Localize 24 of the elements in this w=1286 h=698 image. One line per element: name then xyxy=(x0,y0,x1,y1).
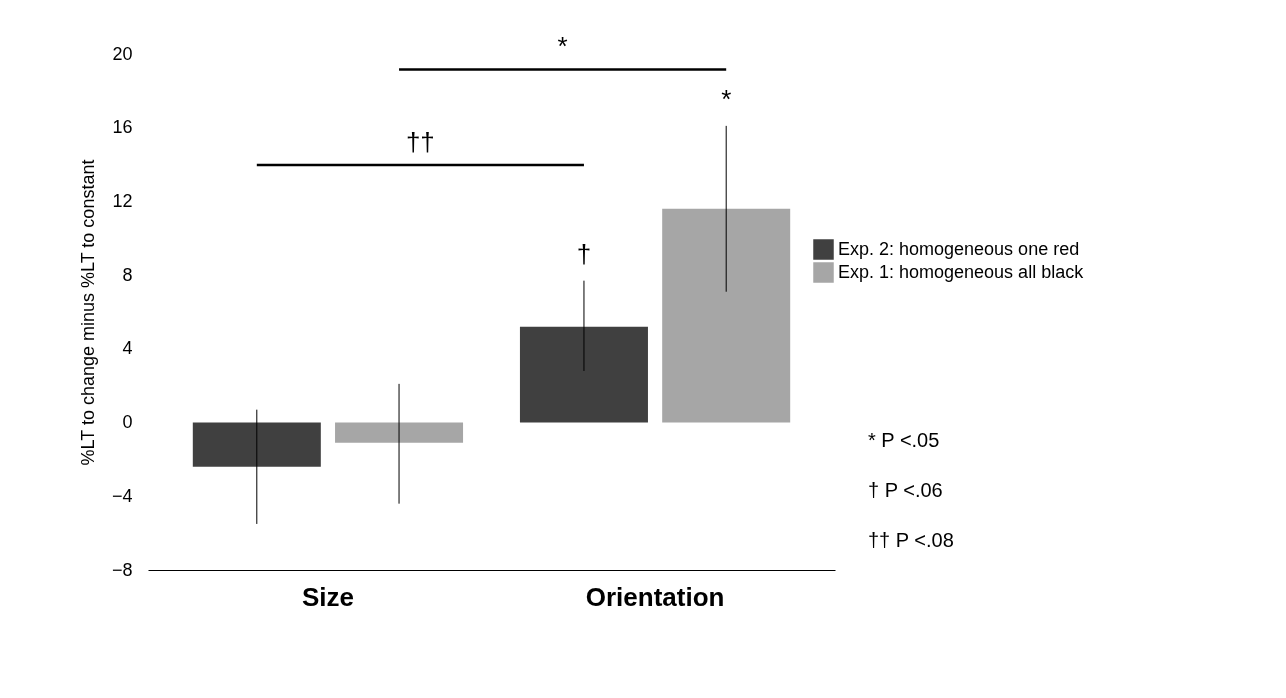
y-axis-title: %LT to change minus %LT to constant xyxy=(77,159,98,466)
y-tick-label: 16 xyxy=(112,117,133,138)
bar xyxy=(519,326,648,423)
x-tick-label: Orientation xyxy=(585,581,725,612)
y-tick-label: −8 xyxy=(111,559,133,580)
text: †† P <.08 xyxy=(868,529,954,551)
y-tick-label: 20 xyxy=(112,43,133,64)
legend-label: Exp. 2: homogeneous one red xyxy=(838,238,1080,259)
annotation: †† xyxy=(405,126,435,157)
y-tick-label: 0 xyxy=(122,412,133,433)
y-tick-label: 4 xyxy=(122,338,133,359)
annotation: * xyxy=(557,31,568,62)
text: * P <.05 xyxy=(868,429,940,451)
y-tick-label: 12 xyxy=(112,190,133,211)
x-tick-label: Size xyxy=(301,581,354,612)
annotation: † xyxy=(576,238,592,269)
legend-label: Exp. 1: homogeneous all black xyxy=(838,261,1085,282)
bar xyxy=(662,208,791,423)
text: † P <.06 xyxy=(868,479,943,501)
annotation: * xyxy=(721,83,732,114)
bar xyxy=(335,422,464,443)
bar xyxy=(192,422,321,467)
y-tick-label: 8 xyxy=(122,264,133,285)
y-tick-label: −4 xyxy=(111,485,133,506)
